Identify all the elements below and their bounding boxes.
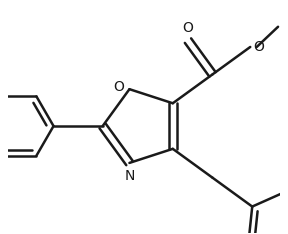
Text: O: O xyxy=(183,22,194,36)
Text: O: O xyxy=(253,40,264,54)
Text: N: N xyxy=(124,169,134,183)
Text: O: O xyxy=(113,80,124,94)
